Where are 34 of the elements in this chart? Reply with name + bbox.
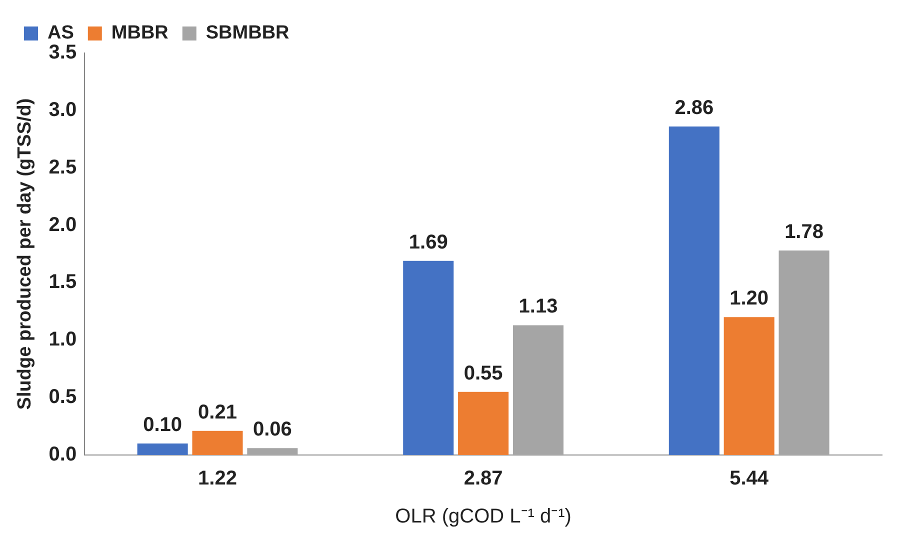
- legend-label: SBMBBR: [206, 22, 290, 44]
- data-label: 1.20: [730, 288, 769, 310]
- y-tick-label: 0.5: [48, 386, 77, 408]
- data-label: 0.21: [198, 401, 237, 424]
- bar: [724, 317, 774, 455]
- data-label: 0.10: [143, 414, 182, 436]
- y-tick-label: 3.0: [48, 98, 77, 121]
- bar: [247, 448, 298, 455]
- bar: [192, 430, 243, 455]
- bar: [403, 260, 454, 455]
- y-tick-label: 1.5: [48, 271, 77, 294]
- data-label: 2.86: [674, 97, 714, 120]
- bar: [137, 444, 188, 455]
- bar: [458, 392, 509, 455]
- y-tick-label: 2.5: [48, 156, 77, 178]
- data-label: 1.78: [784, 221, 824, 244]
- legend-label: MBBR: [111, 22, 169, 44]
- x-tick-label: 1.22: [198, 468, 237, 490]
- data-label: 1.69: [408, 231, 448, 254]
- y-tick-label: 2.0: [48, 214, 77, 236]
- y-axis-title: Sludge produced per day (gTSS/d): [14, 98, 36, 410]
- x-tick-label: 5.44: [730, 468, 770, 490]
- data-label: 0.55: [464, 362, 503, 384]
- bar: [778, 250, 830, 455]
- bar: [668, 126, 720, 455]
- data-label: 1.13: [518, 296, 558, 318]
- data-label: 0.06: [252, 418, 292, 441]
- bar: [512, 325, 564, 455]
- legend-label: AS: [48, 22, 74, 44]
- y-tick-label: 3.5: [48, 42, 77, 64]
- x-tick-label: 2.87: [464, 468, 503, 490]
- y-tick-label: 1.0: [48, 328, 77, 351]
- y-tick-label: 0.0: [48, 444, 77, 466]
- x-axis-title: OLR (gCOD L⁻¹ d⁻¹): [395, 506, 572, 528]
